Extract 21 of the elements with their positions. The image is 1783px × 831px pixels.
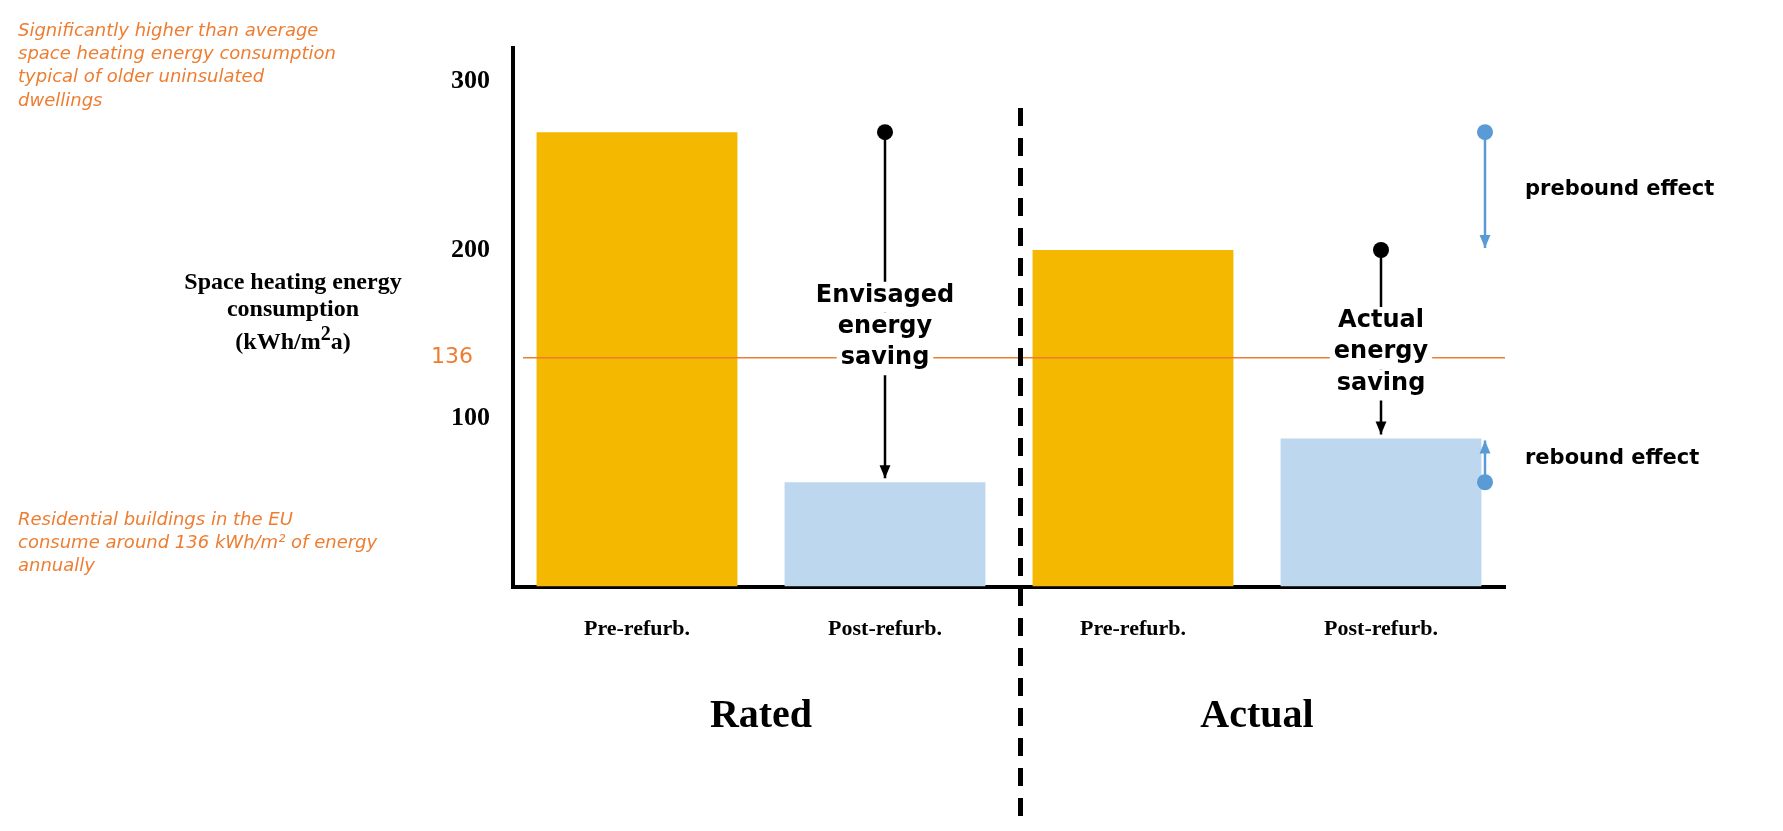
annotation: Envisaged energy saving [815, 279, 955, 371]
bar [784, 482, 986, 587]
bar [1032, 249, 1234, 587]
y-tick-label: 300 [451, 65, 490, 95]
text: Rated [709, 690, 813, 736]
y-tick-label: 200 [451, 233, 490, 263]
x-tick-label: Post-refurb. [828, 615, 942, 641]
annotation: Actual energy saving [1333, 305, 1429, 396]
x-tick-label: Post-refurb. [1324, 615, 1438, 641]
x-tick-label: Pre-refurb. [583, 615, 691, 641]
y-tick-label: 100 [451, 402, 490, 432]
bar [1280, 438, 1482, 587]
bar [536, 132, 738, 587]
ref-line-label: 136 [431, 343, 473, 369]
text: Residential buildings in the EU consume around 136 kWh/m² of energy annually [18, 507, 378, 576]
text: prebound effect [1525, 176, 1715, 201]
text: Actual [1200, 690, 1314, 736]
text: Significantly higher than average space heating energy consumption typical of older uninsulated dwellings [18, 18, 336, 110]
text: rebound effect [1525, 445, 1700, 470]
x-tick-label: Pre-refurb. [1079, 615, 1187, 641]
y-axis-title: Space heating energy consumption (kWh/m$^{2}$a) [183, 268, 403, 355]
